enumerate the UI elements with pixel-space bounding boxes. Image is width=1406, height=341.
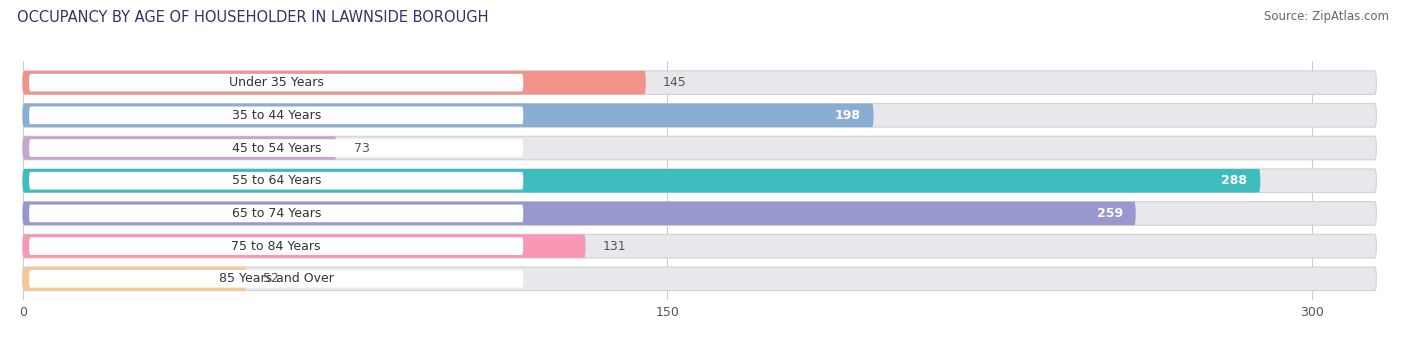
FancyBboxPatch shape (30, 106, 523, 124)
Text: 65 to 74 Years: 65 to 74 Years (232, 207, 321, 220)
Text: 259: 259 (1097, 207, 1123, 220)
FancyBboxPatch shape (30, 270, 523, 288)
Text: OCCUPANCY BY AGE OF HOUSEHOLDER IN LAWNSIDE BOROUGH: OCCUPANCY BY AGE OF HOUSEHOLDER IN LAWNS… (17, 10, 488, 25)
Text: 198: 198 (835, 109, 860, 122)
FancyBboxPatch shape (22, 202, 1376, 225)
FancyBboxPatch shape (22, 104, 1376, 127)
FancyBboxPatch shape (22, 234, 586, 258)
FancyBboxPatch shape (30, 237, 523, 255)
Text: 85 Years and Over: 85 Years and Over (219, 272, 333, 285)
FancyBboxPatch shape (30, 205, 523, 222)
Text: 45 to 54 Years: 45 to 54 Years (232, 142, 321, 154)
FancyBboxPatch shape (22, 71, 645, 94)
FancyBboxPatch shape (22, 104, 873, 127)
Text: 55 to 64 Years: 55 to 64 Years (232, 174, 321, 187)
Text: 73: 73 (353, 142, 370, 154)
FancyBboxPatch shape (22, 267, 1376, 291)
FancyBboxPatch shape (22, 71, 1376, 94)
FancyBboxPatch shape (22, 202, 1136, 225)
FancyBboxPatch shape (22, 136, 1376, 160)
Text: 75 to 84 Years: 75 to 84 Years (232, 240, 321, 253)
Text: 52: 52 (263, 272, 280, 285)
FancyBboxPatch shape (22, 136, 336, 160)
Text: 145: 145 (664, 76, 686, 89)
Text: 35 to 44 Years: 35 to 44 Years (232, 109, 321, 122)
Text: 131: 131 (603, 240, 627, 253)
Text: Source: ZipAtlas.com: Source: ZipAtlas.com (1264, 10, 1389, 23)
FancyBboxPatch shape (30, 74, 523, 91)
FancyBboxPatch shape (22, 234, 1376, 258)
FancyBboxPatch shape (22, 267, 246, 291)
FancyBboxPatch shape (22, 169, 1260, 193)
Text: Under 35 Years: Under 35 Years (229, 76, 323, 89)
FancyBboxPatch shape (22, 169, 1376, 193)
Text: 288: 288 (1222, 174, 1247, 187)
FancyBboxPatch shape (30, 172, 523, 190)
FancyBboxPatch shape (30, 139, 523, 157)
